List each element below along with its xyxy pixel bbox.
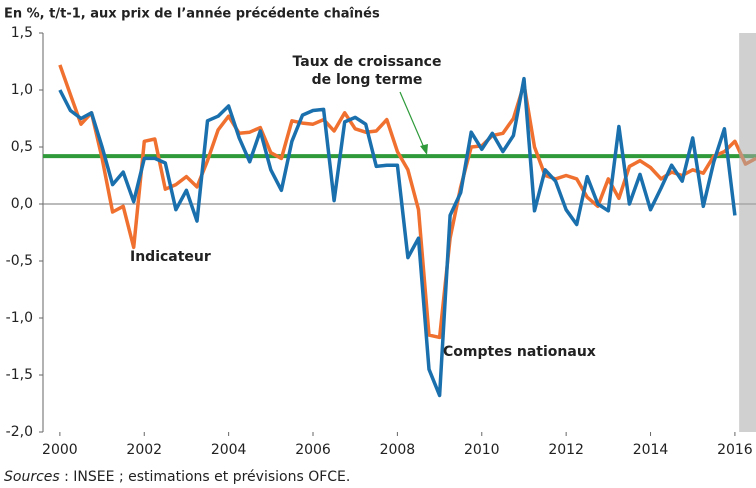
forecast-shade — [739, 33, 756, 432]
source-text: : INSEE ; estimations et prévisions OFCE… — [64, 469, 350, 485]
x-tick-label: 2012 — [548, 442, 584, 458]
series-line — [58, 64, 756, 340]
y-tick-label: -1,0 — [6, 310, 33, 326]
reference-label: de long terme — [312, 72, 423, 88]
source-label: Sources — [4, 469, 60, 485]
arrow-head — [420, 144, 428, 155]
reference-label: Taux de croissance — [293, 54, 442, 70]
x-tick-label: 2014 — [633, 442, 669, 458]
series-label: Comptes nationaux — [443, 344, 596, 360]
y-tick-label: 0,0 — [11, 196, 33, 212]
y-tick-label: -0,5 — [6, 253, 33, 269]
source: Sources : INSEE ; estimations et prévisi… — [4, 469, 350, 485]
x-tick-label: 2008 — [380, 442, 416, 458]
x-tick-label: 2016 — [717, 442, 753, 458]
y-tick-label: 1,0 — [11, 82, 33, 98]
chart-title: En %, t/t-1, aux prix de l’année précéde… — [4, 7, 380, 22]
x-tick-label: 2004 — [211, 442, 247, 458]
arrow — [399, 91, 426, 151]
x-tick-label: 2010 — [464, 442, 500, 458]
series-label: Indicateur — [130, 249, 211, 265]
x-tick-label: 2000 — [42, 442, 78, 458]
y-tick-label: 0,5 — [11, 139, 33, 155]
x-tick-label: 2006 — [295, 442, 331, 458]
y-tick-label: -2,0 — [6, 424, 33, 440]
x-tick-label: 2002 — [126, 442, 162, 458]
y-tick-label: 1,5 — [11, 25, 33, 41]
y-tick-label: -1,5 — [6, 367, 33, 383]
series-line — [58, 76, 737, 398]
